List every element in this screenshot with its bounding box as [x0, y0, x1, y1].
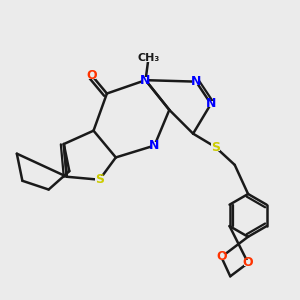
Text: S: S — [95, 173, 104, 186]
Bar — [151, 142, 158, 149]
Bar — [192, 78, 200, 85]
Bar — [142, 77, 149, 83]
Bar — [142, 54, 155, 62]
Bar — [95, 176, 104, 183]
Text: N: N — [149, 139, 160, 152]
Text: O: O — [243, 256, 254, 269]
Bar — [207, 101, 214, 107]
Text: S: S — [211, 140, 220, 154]
Text: O: O — [87, 69, 98, 82]
Text: N: N — [206, 98, 216, 110]
Bar — [88, 72, 96, 79]
Text: N: N — [191, 75, 201, 88]
Bar — [218, 254, 225, 260]
Bar — [211, 143, 220, 151]
Text: CH₃: CH₃ — [137, 53, 160, 63]
Text: N: N — [140, 74, 151, 87]
Bar — [244, 260, 252, 266]
Text: O: O — [216, 250, 226, 263]
